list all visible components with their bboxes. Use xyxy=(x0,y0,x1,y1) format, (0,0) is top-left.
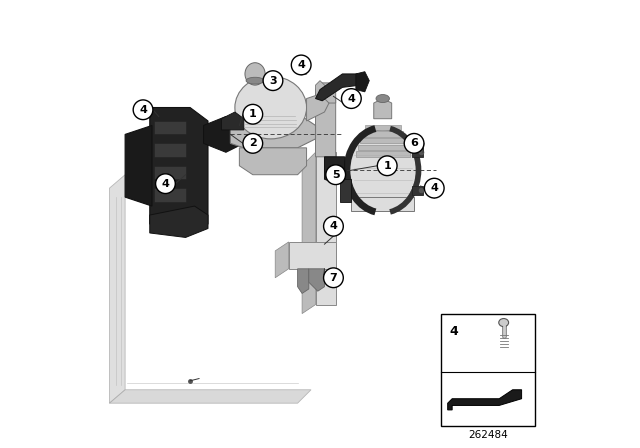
Text: 6: 6 xyxy=(410,138,418,148)
Text: 3: 3 xyxy=(269,76,276,86)
Polygon shape xyxy=(154,166,186,179)
Polygon shape xyxy=(109,390,311,403)
Text: 4: 4 xyxy=(330,221,337,231)
Polygon shape xyxy=(150,206,208,237)
Polygon shape xyxy=(230,116,316,148)
Text: 262484: 262484 xyxy=(468,430,508,439)
Circle shape xyxy=(263,71,283,90)
Text: 4: 4 xyxy=(139,105,147,115)
Text: 2: 2 xyxy=(249,138,257,148)
Circle shape xyxy=(243,104,262,124)
Polygon shape xyxy=(365,125,401,130)
Polygon shape xyxy=(302,152,316,314)
Polygon shape xyxy=(125,125,152,206)
Ellipse shape xyxy=(349,130,417,211)
Ellipse shape xyxy=(235,76,307,139)
Text: 4: 4 xyxy=(297,60,305,70)
Polygon shape xyxy=(360,138,405,143)
Polygon shape xyxy=(356,72,369,92)
Polygon shape xyxy=(221,112,244,130)
Polygon shape xyxy=(351,197,414,211)
Circle shape xyxy=(404,134,424,153)
Polygon shape xyxy=(154,143,186,157)
Polygon shape xyxy=(316,94,336,157)
Polygon shape xyxy=(448,390,522,410)
Circle shape xyxy=(342,89,361,108)
Polygon shape xyxy=(275,242,289,278)
Polygon shape xyxy=(363,131,403,137)
Circle shape xyxy=(291,55,311,75)
Circle shape xyxy=(424,178,444,198)
Polygon shape xyxy=(109,175,125,403)
Polygon shape xyxy=(316,74,360,101)
Polygon shape xyxy=(309,269,324,291)
Circle shape xyxy=(133,100,153,120)
Circle shape xyxy=(324,268,343,288)
Ellipse shape xyxy=(499,319,509,327)
Text: 7: 7 xyxy=(330,273,337,283)
Polygon shape xyxy=(356,151,410,157)
Text: 1: 1 xyxy=(383,161,391,171)
Polygon shape xyxy=(289,242,336,269)
Polygon shape xyxy=(298,269,309,293)
Text: 4: 4 xyxy=(348,94,355,103)
Polygon shape xyxy=(154,188,186,202)
Polygon shape xyxy=(204,116,244,152)
Circle shape xyxy=(324,216,343,236)
Ellipse shape xyxy=(376,95,390,103)
Ellipse shape xyxy=(245,63,265,85)
Polygon shape xyxy=(150,108,208,233)
Polygon shape xyxy=(307,94,329,121)
Circle shape xyxy=(243,134,262,153)
Circle shape xyxy=(156,174,175,194)
Text: 4: 4 xyxy=(430,183,438,193)
Polygon shape xyxy=(374,99,392,119)
Text: 4: 4 xyxy=(161,179,170,189)
Ellipse shape xyxy=(246,77,264,84)
Polygon shape xyxy=(154,121,186,134)
Text: 4: 4 xyxy=(450,325,459,338)
Polygon shape xyxy=(412,148,423,157)
Circle shape xyxy=(326,165,346,185)
Polygon shape xyxy=(316,81,324,101)
Polygon shape xyxy=(239,148,307,175)
Text: 5: 5 xyxy=(332,170,339,180)
Polygon shape xyxy=(316,152,336,305)
Circle shape xyxy=(378,156,397,176)
Polygon shape xyxy=(358,145,408,150)
Polygon shape xyxy=(340,179,351,202)
FancyBboxPatch shape xyxy=(441,314,535,426)
Polygon shape xyxy=(316,83,336,103)
Polygon shape xyxy=(324,157,345,184)
Polygon shape xyxy=(412,186,423,195)
Text: 1: 1 xyxy=(249,109,257,119)
